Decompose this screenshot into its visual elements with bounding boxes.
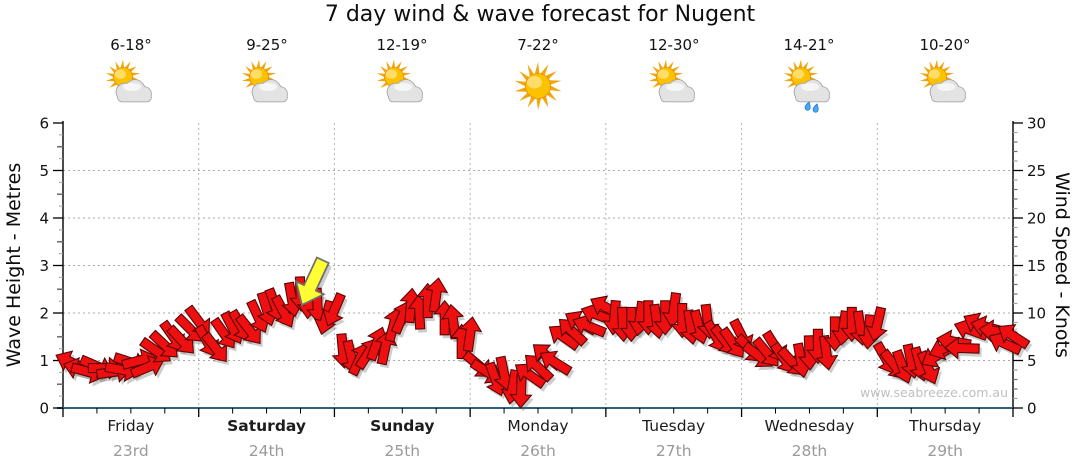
- left-axis-tick-label: 1: [39, 352, 49, 370]
- wind-arrow: [234, 313, 261, 345]
- sun-highlight: [250, 69, 263, 79]
- weather-icon-sun-cloud: [647, 60, 701, 114]
- cloud-fill: [118, 93, 151, 102]
- sun-cloud-icon: [241, 60, 288, 103]
- wind-arrow: [539, 350, 573, 376]
- day-temperature-range: 14-21°: [783, 36, 835, 54]
- watermark: www.seabreeze.com.au: [860, 385, 1008, 400]
- sun-highlight: [657, 69, 670, 79]
- day-temperature-range: 12-30°: [648, 36, 700, 54]
- sun-highlight: [527, 76, 542, 89]
- day-name-label: Wednesday: [765, 417, 855, 435]
- day-temperature-range: 7-22°: [517, 36, 559, 54]
- left-axis-tick-label: 0: [39, 400, 49, 418]
- weather-icon-sun-cloud-rain: [782, 60, 836, 114]
- day-name-label: Thursday: [908, 417, 981, 435]
- right-axis-tick-label: 10: [1027, 305, 1046, 323]
- cloud-highlight: [666, 83, 684, 91]
- wind-arrow: [200, 331, 228, 363]
- sun-cloud-icon: [919, 60, 966, 103]
- cloud-highlight: [123, 83, 141, 91]
- cloud-fill: [389, 93, 422, 102]
- cloud-fill: [254, 93, 287, 102]
- day-date-label: 23rd: [113, 442, 149, 460]
- right-axis-tick-label: 0: [1027, 400, 1037, 418]
- cloud-fill: [796, 93, 829, 102]
- highlight-yellow-arrow: [294, 256, 330, 307]
- day-name-label: Saturday: [227, 417, 306, 435]
- day-date-label: 29th: [927, 442, 963, 460]
- wind-arrow: [865, 306, 888, 342]
- sun-cloud-icon: [105, 60, 152, 103]
- weather-icon-sun: [511, 60, 565, 114]
- cloud-highlight: [259, 83, 277, 91]
- sun-highlight: [114, 69, 127, 79]
- right-axis-tick-label: 30: [1027, 115, 1046, 133]
- wind-arrow: [944, 336, 980, 360]
- left-axis-tick-label: 6: [39, 115, 49, 133]
- right-axis-tick-label: 5: [1027, 352, 1037, 370]
- sun-cloud-rain-icon: [783, 60, 830, 113]
- raindrop-icon: [804, 101, 811, 111]
- weather-icon-sun-cloud: [918, 60, 972, 114]
- wind-arrow: [572, 314, 608, 338]
- raindrop-icon: [812, 103, 819, 113]
- left-axis-tick-label: 3: [39, 257, 49, 275]
- right-axis-tick-label: 25: [1027, 162, 1046, 180]
- wind-arrow: [322, 291, 346, 327]
- day-temperature-range: 10-20°: [919, 36, 971, 54]
- wind-arrow: [514, 363, 547, 390]
- cloud-highlight: [937, 83, 955, 91]
- cloud-fill: [661, 93, 694, 102]
- right-axis-tick-label: 20: [1027, 210, 1046, 228]
- wind-arrow: [815, 334, 839, 371]
- day-name-label: Sunday: [370, 417, 434, 435]
- wind-arrow: [509, 373, 533, 409]
- weather-icon-sun-cloud: [104, 60, 158, 114]
- sun-cloud-icon: [376, 60, 423, 103]
- day-temperature-range: 12-19°: [376, 36, 428, 54]
- day-name-label: Tuesday: [641, 417, 705, 435]
- day-name-label: Friday: [107, 417, 154, 435]
- left-axis-tick-label: 2: [39, 305, 49, 323]
- wind-arrow: [998, 324, 1031, 350]
- day-date-label: 24th: [249, 442, 285, 460]
- wind-arrow: [916, 349, 941, 385]
- cloud-highlight: [801, 83, 819, 91]
- weather-icon-sun-cloud: [240, 60, 294, 114]
- wind-arrow: [524, 354, 555, 383]
- day-name-label: Monday: [507, 417, 568, 435]
- cloud-highlight: [394, 83, 412, 91]
- sun-highlight: [792, 69, 805, 79]
- day-temperature-range: 9-25°: [246, 36, 288, 54]
- day-date-label: 25th: [384, 442, 420, 460]
- wind-arrow: [459, 316, 483, 352]
- weather-icon-sun-cloud: [375, 60, 429, 114]
- day-date-label: 26th: [520, 442, 556, 460]
- cloud-fill: [932, 93, 965, 102]
- day-date-label: 27th: [656, 442, 692, 460]
- day-temperature-range: 6-18°: [110, 36, 152, 54]
- left-axis-tick-label: 4: [39, 210, 49, 228]
- sun-icon: [514, 62, 562, 110]
- right-axis-tick-label: 15: [1027, 257, 1046, 275]
- sun-highlight: [928, 69, 941, 79]
- left-axis-tick-label: 5: [39, 162, 49, 180]
- sun-cloud-icon: [648, 60, 695, 103]
- sun-highlight: [385, 69, 398, 79]
- chart-title: 7 day wind & wave forecast for Nugent: [324, 2, 756, 27]
- day-date-label: 28th: [792, 442, 828, 460]
